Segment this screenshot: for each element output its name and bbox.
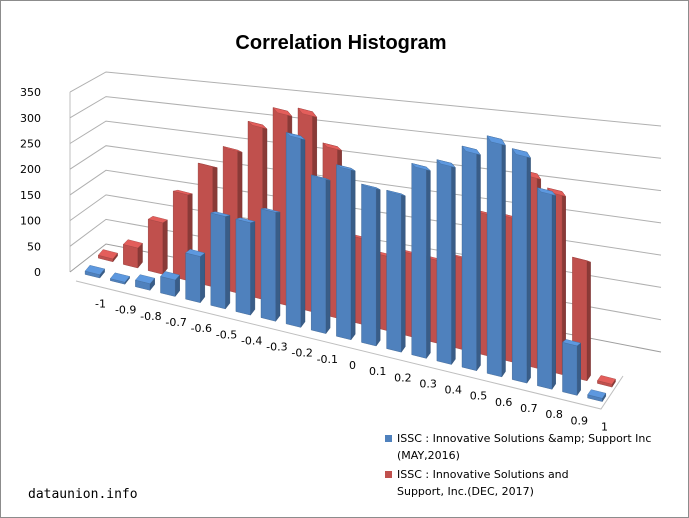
y-tick-label: 150 — [20, 189, 41, 202]
x-tick-label: 0.4 — [445, 384, 463, 397]
bar — [336, 164, 356, 341]
x-tick-label: 0.2 — [394, 371, 412, 384]
chart-walls — [69, 92, 624, 410]
bar — [84, 265, 105, 279]
x-tick-label: -0.1 — [317, 353, 338, 366]
x-tick-label: 0.9 — [571, 414, 589, 427]
bar — [511, 148, 532, 384]
legend-label: ISSC : Innovative Solutions &amp; Suppor… — [397, 432, 651, 445]
y-tick-label: 0 — [34, 266, 41, 279]
bar — [486, 135, 506, 378]
bar — [536, 187, 557, 390]
x-tick-label: -0.3 — [266, 341, 287, 354]
bar — [109, 272, 130, 285]
legend-swatch — [385, 435, 392, 442]
bar — [122, 239, 143, 269]
y-axis-ticks: 0 50 100 150 200 250 300 350 — [20, 86, 41, 279]
bar — [436, 159, 456, 366]
bar — [411, 162, 432, 360]
bar — [185, 249, 206, 304]
y-tick-label: 350 — [20, 86, 41, 99]
bar — [235, 217, 256, 316]
y-tick-label: 200 — [20, 163, 41, 176]
x-tick-label: 1 — [601, 420, 608, 433]
x-tick-label: -0.6 — [191, 322, 212, 335]
bar — [260, 208, 281, 322]
bar — [562, 339, 582, 397]
legend-label: (MAY,2016) — [397, 449, 460, 462]
y-tick-label: 300 — [20, 112, 41, 125]
bar — [386, 189, 406, 353]
x-tick-label: 0.8 — [545, 408, 563, 421]
x-tick-label: 0.1 — [369, 365, 387, 378]
floor-edge — [75, 280, 624, 410]
bars — [84, 107, 616, 403]
legend-label: ISSC : Innovative Solutions and — [397, 468, 569, 481]
x-tick-label: 0 — [349, 359, 356, 372]
gridline — [69, 120, 662, 192]
bar — [160, 271, 181, 298]
bar — [461, 145, 481, 372]
bar — [97, 249, 118, 263]
legend-swatch — [385, 471, 392, 478]
y-tick-label: 250 — [20, 138, 41, 151]
gridlines — [69, 71, 662, 353]
x-tick-label: -0.2 — [291, 347, 312, 360]
bar — [135, 274, 156, 291]
gridline — [69, 96, 662, 159]
x-tick-label: -0.8 — [140, 310, 161, 323]
x-tick-label: 0.3 — [419, 377, 437, 390]
x-tick-label: -1 — [95, 298, 106, 311]
x-tick-label: -0.4 — [241, 334, 262, 347]
x-tick-label: 0.7 — [520, 402, 538, 415]
bar — [147, 215, 168, 275]
bar — [597, 375, 616, 388]
bar — [587, 389, 607, 403]
x-tick-label: 0.6 — [495, 396, 513, 409]
x-axis-ticks: -1 -0.9 -0.8 -0.7 -0.6 -0.5 -0.4 -0.3 -0.2 -0.1 0 0… — [95, 298, 608, 434]
x-tick-label: 0.5 — [470, 390, 488, 403]
gridline — [69, 71, 662, 127]
bar — [285, 132, 306, 328]
watermark-text: dataunion.info — [28, 487, 138, 502]
x-tick-label: -0.7 — [165, 316, 186, 329]
y-tick-label: 50 — [27, 240, 41, 253]
bar — [311, 174, 331, 335]
legend-label: Support, Inc.(DEC, 2017) — [397, 485, 534, 498]
y-tick-label: 100 — [20, 215, 41, 228]
bar — [361, 183, 381, 347]
chart-title: Correlation Histogram — [235, 32, 446, 54]
x-tick-label: -0.5 — [216, 328, 237, 341]
legend: ISSC : Innovative Solutions &amp; Suppor… — [385, 432, 651, 498]
bar — [210, 211, 231, 310]
x-tick-label: -0.9 — [115, 304, 136, 317]
